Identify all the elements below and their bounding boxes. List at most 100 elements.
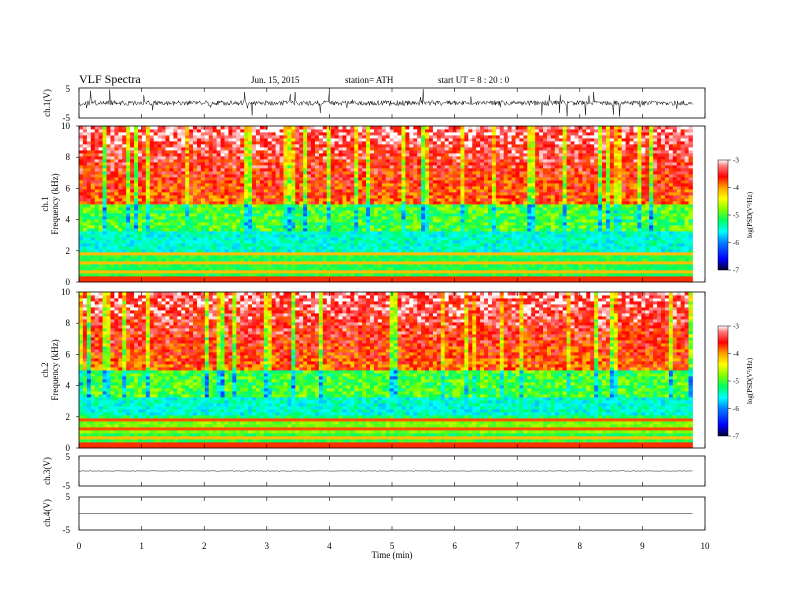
spectrogram-cell	[106, 132, 111, 136]
spectrogram-cell	[444, 210, 450, 214]
spectrogram-cell	[425, 279, 430, 283]
spectrogram-cell	[236, 207, 241, 211]
spectrogram-cell	[417, 129, 422, 133]
spectrogram-cell	[342, 252, 347, 256]
spectrogram-cell	[252, 264, 257, 268]
spectrogram-cell	[283, 135, 288, 139]
spectrogram-cell	[401, 237, 406, 241]
spectrogram-cell	[94, 162, 100, 166]
spectrogram-cell	[82, 168, 88, 172]
spectrogram-cell	[224, 273, 229, 277]
spectrogram-cell	[417, 201, 422, 205]
spectrogram-cell	[141, 216, 147, 220]
spectrogram-cell	[196, 138, 202, 142]
spectrogram-cell	[86, 249, 92, 253]
spectrogram-cell	[311, 201, 316, 205]
spectrogram-cell	[381, 141, 387, 145]
spectrogram-cell	[307, 147, 312, 151]
spectrogram-cell	[283, 267, 288, 271]
spectrogram-cell	[114, 189, 119, 193]
spectrogram-cell	[381, 201, 387, 205]
spectrogram-cell	[417, 231, 422, 235]
spectrogram-cell	[295, 261, 300, 265]
spectrogram-cell	[232, 180, 237, 184]
spectrogram-cell	[106, 243, 111, 247]
spectrogram-cell	[405, 276, 410, 280]
spectrogram-cell	[252, 231, 257, 235]
spectrogram-cell	[350, 204, 355, 208]
spectrogram-cell	[405, 180, 410, 184]
spectrogram-cell	[370, 264, 375, 268]
spectrogram-cell	[322, 225, 328, 229]
spectrogram-cell	[417, 222, 422, 226]
spectrogram-cell	[255, 249, 261, 253]
spectrogram-cell	[330, 162, 336, 166]
spectrogram-cell	[283, 177, 288, 181]
spectrogram-cell	[389, 186, 394, 190]
spectrogram-cell	[181, 204, 186, 208]
spectrogram-cell	[200, 207, 206, 211]
spectrogram-cell	[318, 273, 324, 277]
spectrogram-cell	[82, 153, 88, 157]
spectrogram-cell	[271, 246, 277, 250]
spectrogram-cell	[303, 243, 308, 247]
spectrogram-cell	[287, 228, 292, 232]
spectrogram-cell	[354, 159, 359, 163]
spectrogram-cell	[248, 207, 253, 211]
spectrogram-cell	[366, 249, 371, 253]
spectrogram-cell	[161, 201, 166, 205]
spectrogram-cell	[377, 174, 383, 178]
spectrogram-cell	[193, 171, 198, 175]
spectrogram-cell	[196, 258, 202, 262]
spectrogram-cell	[122, 222, 127, 226]
spectrogram-cell	[98, 138, 103, 142]
spectrogram-cell	[248, 216, 253, 220]
spectrogram-cell	[212, 216, 218, 220]
spectrogram-cell	[338, 198, 343, 202]
spectrogram-cell	[157, 132, 162, 136]
spectrogram-cell	[318, 189, 324, 193]
spectrogram-cell	[130, 150, 135, 154]
spectrogram-cell	[141, 210, 147, 214]
spectrogram-cell	[240, 228, 245, 232]
spectrogram-cell	[204, 222, 210, 226]
spectrogram-cell	[212, 168, 218, 172]
spectrogram-cell	[267, 267, 273, 271]
spectrogram-cell	[86, 171, 92, 175]
spectrogram-cell	[385, 252, 391, 256]
spectrogram-cell	[102, 180, 107, 184]
spectrogram-cell	[334, 198, 339, 202]
spectrogram-cell	[98, 225, 103, 229]
spectrogram-cell	[350, 159, 355, 163]
spectrogram-cell	[98, 246, 103, 250]
spectrogram-cell	[177, 225, 182, 229]
spectrogram-cell	[397, 216, 402, 220]
spectrogram-cell	[244, 261, 249, 265]
spectrogram-cell	[267, 210, 273, 214]
spectrogram-cell	[358, 186, 363, 190]
spectrogram-cell	[413, 279, 418, 283]
spectrogram-cell	[94, 171, 100, 175]
spectrogram-cell	[405, 186, 410, 190]
spectrogram-cell	[204, 138, 210, 142]
spectrogram-cell	[134, 195, 139, 199]
spectrogram-cell	[291, 168, 296, 172]
spectrogram-cell	[271, 273, 277, 277]
spectrogram-cell	[204, 183, 210, 187]
spectrogram-cell	[373, 273, 379, 277]
spectrogram-cell	[322, 237, 328, 241]
spectrogram-cell	[79, 258, 84, 262]
spectrogram-cell	[401, 180, 406, 184]
spectrogram-cell	[145, 243, 151, 247]
spectrogram-cell	[255, 159, 261, 163]
spectrogram-cell	[157, 126, 162, 130]
spectrogram-cell	[114, 129, 119, 133]
spectrogram-cell	[149, 192, 155, 196]
spectrogram-cell	[208, 234, 214, 238]
spectrogram-cell	[291, 228, 296, 232]
spectrogram-cell	[255, 219, 261, 223]
spectrogram-cell	[232, 144, 237, 148]
spectrogram-cell	[271, 237, 277, 241]
spectrogram-cell	[165, 159, 170, 163]
spectrogram-cell	[181, 156, 186, 160]
